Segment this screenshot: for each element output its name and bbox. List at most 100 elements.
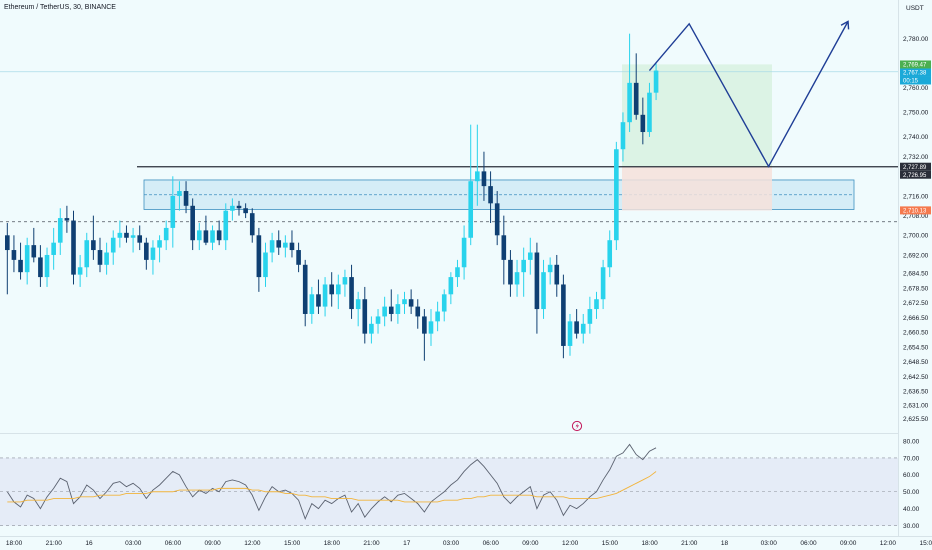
candle-body xyxy=(554,264,560,285)
candle xyxy=(11,235,17,273)
price-tag[interactable]: 2,710.13 xyxy=(900,206,931,215)
candle-body xyxy=(369,323,374,334)
candle-body xyxy=(547,264,553,273)
candle xyxy=(216,220,222,246)
candle-body xyxy=(415,306,421,317)
candle xyxy=(157,235,162,263)
candle-body xyxy=(336,284,341,295)
price-tag-label: 2,769.47 xyxy=(903,63,927,69)
stop-zone[interactable] xyxy=(622,166,772,211)
candle xyxy=(137,225,143,251)
price-tick-label: 2,642.50 xyxy=(903,374,929,381)
projection-path[interactable] xyxy=(648,21,849,168)
candle-body xyxy=(256,235,262,278)
candle-body xyxy=(137,235,143,243)
candle xyxy=(561,274,566,359)
candle-body xyxy=(428,321,434,334)
candle-body xyxy=(84,240,90,268)
candle xyxy=(653,63,659,101)
price-tag-label: 2,710.13 xyxy=(903,209,927,215)
price-tag-label: 00:15 xyxy=(903,79,919,85)
candle-body xyxy=(633,82,639,115)
price-tag[interactable]: 00:15 xyxy=(900,76,931,85)
candle xyxy=(256,227,262,292)
price-tick-label: 2,636.50 xyxy=(903,389,929,396)
candle-body xyxy=(514,272,520,285)
candle-body xyxy=(24,245,30,273)
price-tag[interactable]: 2,769.47 xyxy=(900,60,931,69)
candle-body xyxy=(508,259,513,285)
candle xyxy=(441,289,447,322)
candle xyxy=(501,215,507,285)
candle xyxy=(395,294,401,324)
time-tick-label: 12:00 xyxy=(562,540,579,547)
candle-body xyxy=(388,306,394,314)
candle xyxy=(276,230,282,255)
price-tag-label: 2,727.89 xyxy=(903,165,927,171)
time-tick-label: 16 xyxy=(85,540,93,547)
candle xyxy=(388,289,394,322)
candle xyxy=(494,191,500,246)
time-tick-label: 06:00 xyxy=(483,540,500,547)
candle-body xyxy=(561,284,566,346)
candle-body xyxy=(177,191,182,196)
candle xyxy=(124,225,129,243)
candle xyxy=(468,124,474,246)
candle xyxy=(375,309,381,334)
rsi-ma-line xyxy=(7,471,657,503)
candle xyxy=(415,299,421,329)
candle-body xyxy=(362,299,368,334)
candle xyxy=(382,296,387,327)
candle-body xyxy=(567,321,573,346)
time-tick-label: 15:00 xyxy=(284,540,301,547)
candle-body xyxy=(342,277,348,285)
candle-body xyxy=(117,232,123,238)
candle-body xyxy=(64,218,70,221)
alert-icon[interactable] xyxy=(571,420,583,432)
candle-body xyxy=(620,122,626,150)
price-tag-box xyxy=(900,162,931,171)
candle xyxy=(190,198,195,251)
candle-body xyxy=(501,235,507,260)
candle-body xyxy=(289,242,295,251)
rsi-panel xyxy=(0,443,898,526)
time-tick-label: 09:00 xyxy=(205,540,222,547)
candle-body xyxy=(382,306,387,317)
price-tag[interactable]: 2,767.38 xyxy=(900,68,931,77)
target-zone[interactable] xyxy=(622,64,772,167)
candle xyxy=(177,181,182,211)
candle-body xyxy=(38,257,43,278)
candle-body xyxy=(77,267,83,275)
candle xyxy=(369,316,374,344)
time-tick-label: 12:00 xyxy=(880,540,897,547)
candle xyxy=(236,200,242,216)
candle-body xyxy=(249,213,255,236)
candle-body xyxy=(395,304,401,314)
price-tag-label: 2,767.38 xyxy=(903,71,927,77)
rsi-line xyxy=(6,443,657,521)
candle-body xyxy=(110,237,116,253)
time-tick-label: 18:00 xyxy=(641,540,658,547)
price-tag-box xyxy=(900,60,931,69)
candle xyxy=(580,313,586,344)
candle-body xyxy=(647,92,652,133)
candle xyxy=(309,286,315,324)
price-tag[interactable]: 2,726.95 xyxy=(900,170,931,179)
time-tick-label: 21:00 xyxy=(46,540,63,547)
price-tag[interactable]: 2,727.89 xyxy=(900,162,931,171)
candle xyxy=(302,259,308,327)
candle xyxy=(349,264,354,319)
candle-body xyxy=(580,323,586,334)
price-tag-label: 2,726.95 xyxy=(903,173,927,179)
candle-body xyxy=(210,230,215,243)
candle-body xyxy=(44,254,50,278)
candle xyxy=(5,223,10,295)
candle-body xyxy=(309,294,315,314)
candle xyxy=(554,254,560,297)
candle xyxy=(322,277,328,317)
price-tick-label: 2,700.00 xyxy=(903,233,929,240)
candle-body xyxy=(190,205,195,241)
